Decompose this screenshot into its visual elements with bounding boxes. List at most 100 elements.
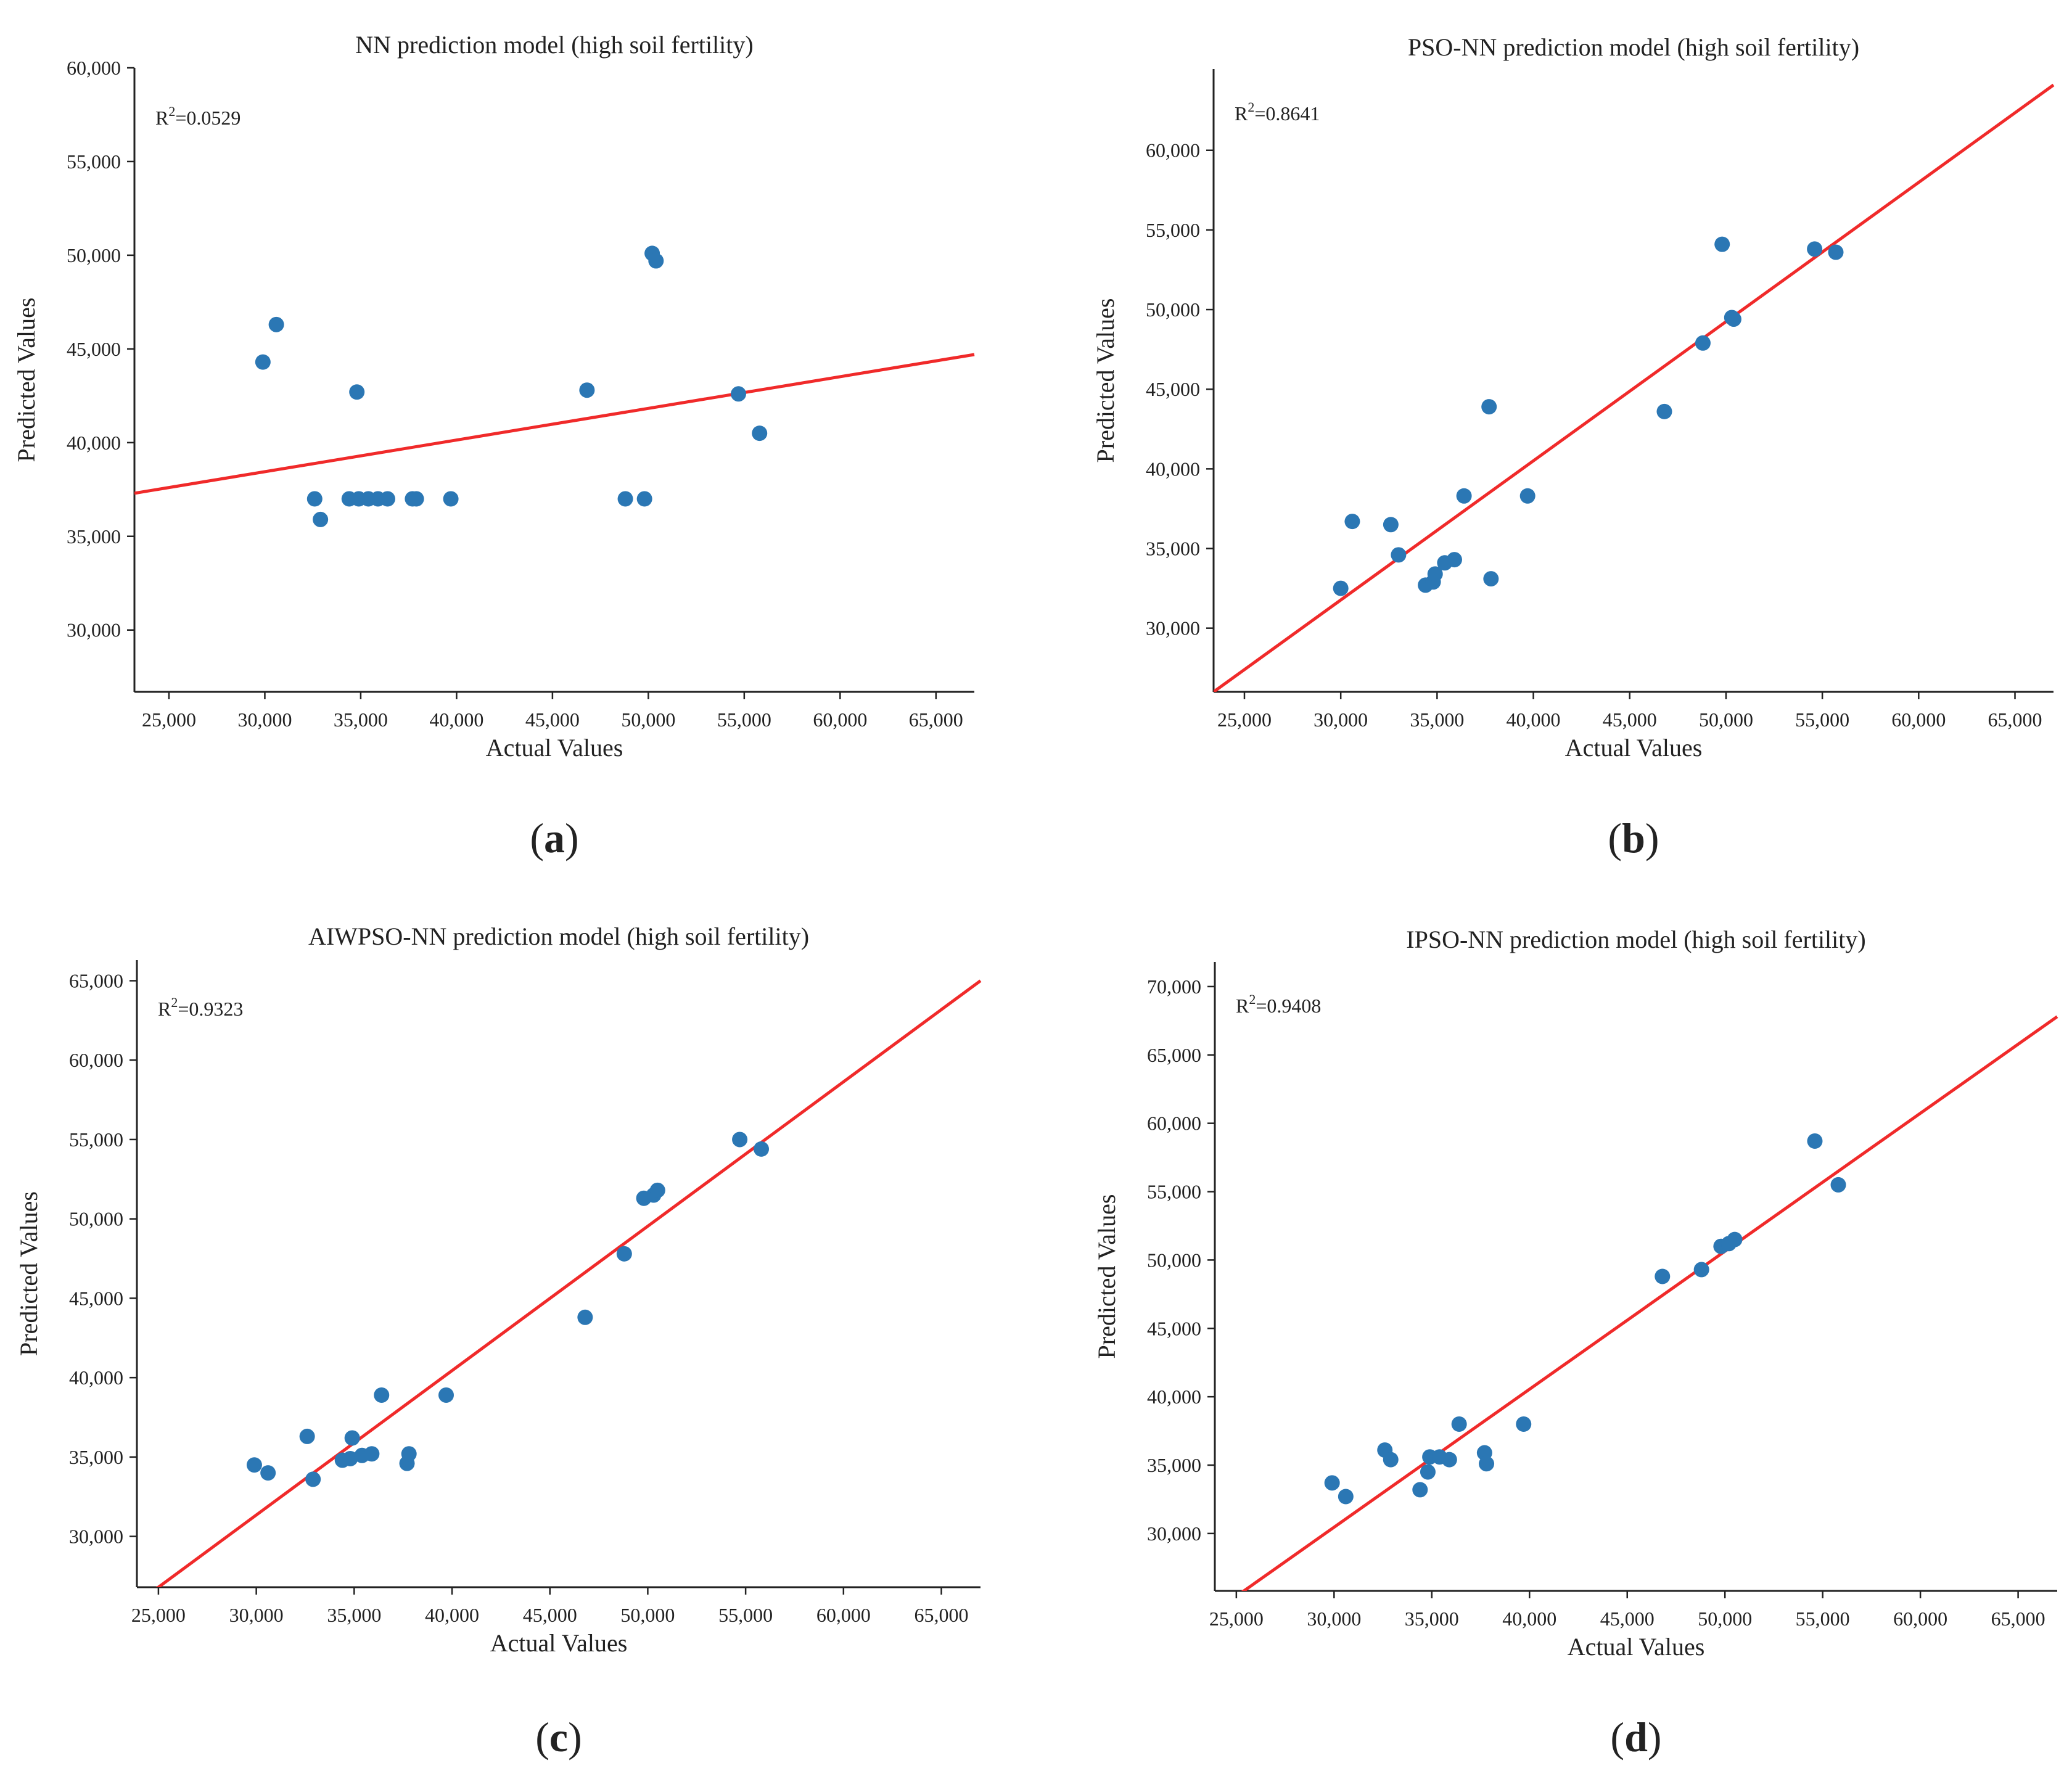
scatter-point bbox=[1481, 399, 1497, 415]
x-tick-label: 35,000 bbox=[1410, 709, 1464, 731]
scatter-point bbox=[438, 1387, 454, 1403]
scatter-point bbox=[1420, 1464, 1436, 1480]
scatter-point bbox=[1519, 488, 1536, 504]
scatter-point bbox=[1483, 571, 1499, 587]
scatter-point bbox=[255, 354, 271, 370]
scatter-point bbox=[636, 491, 652, 507]
scatter-point bbox=[313, 511, 329, 527]
scatter-point bbox=[616, 1246, 632, 1262]
y-axis-label: Predicted Values bbox=[1093, 1194, 1120, 1359]
scatter-point bbox=[306, 491, 323, 507]
scatter-point bbox=[577, 1309, 593, 1325]
y-tick-label: 30,000 bbox=[69, 1526, 123, 1548]
y-tick-label: 60,000 bbox=[67, 57, 121, 79]
x-tick-label: 50,000 bbox=[1698, 1608, 1752, 1630]
panel-label: (c) bbox=[535, 1714, 582, 1760]
y-tick-label: 35,000 bbox=[1146, 538, 1200, 560]
r-squared-annotation: R2=0.8641 bbox=[1235, 99, 1320, 125]
scatter-point bbox=[342, 1450, 358, 1466]
scatter-point bbox=[1714, 236, 1730, 252]
y-tick-label: 50,000 bbox=[67, 244, 121, 266]
y-tick-label: 60,000 bbox=[69, 1049, 123, 1071]
y-tick-label: 40,000 bbox=[69, 1366, 123, 1389]
y-tick-label: 45,000 bbox=[1146, 378, 1200, 400]
scatter-point bbox=[1807, 241, 1823, 257]
panel-label: (d) bbox=[1610, 1714, 1661, 1760]
x-axis-label: Actual Values bbox=[490, 1629, 628, 1657]
y-tick-label: 55,000 bbox=[1147, 1181, 1201, 1203]
y-tick-label: 65,000 bbox=[69, 969, 123, 992]
x-tick-label: 30,000 bbox=[1307, 1608, 1361, 1630]
panel-label: (a) bbox=[530, 815, 578, 861]
scatter-point bbox=[754, 1141, 770, 1157]
y-tick-label: 45,000 bbox=[67, 338, 121, 360]
chart-title: PSO-NN prediction model (high soil ferti… bbox=[1408, 33, 1859, 61]
y-tick-label: 45,000 bbox=[1147, 1317, 1201, 1339]
scatter-point bbox=[1456, 488, 1472, 504]
scatter-point bbox=[374, 1387, 390, 1403]
x-tick-label: 65,000 bbox=[1988, 709, 2042, 731]
y-axis-label: Predicted Values bbox=[12, 298, 40, 462]
scatter-point bbox=[579, 382, 595, 398]
scatter-point bbox=[299, 1428, 315, 1444]
scatter-point bbox=[1656, 403, 1672, 419]
y-tick-label: 55,000 bbox=[67, 150, 121, 173]
scatter-point bbox=[1391, 547, 1407, 563]
scatter-point bbox=[379, 491, 395, 507]
scatter-point bbox=[617, 491, 633, 507]
x-tick-label: 45,000 bbox=[1600, 1608, 1655, 1630]
regression-line bbox=[1241, 1015, 2058, 1591]
chart-title: IPSO-NN prediction model (high soil fert… bbox=[1406, 926, 1865, 953]
x-tick-label: 45,000 bbox=[1603, 709, 1657, 731]
scatter-point bbox=[408, 491, 424, 507]
y-axis-label: Predicted Values bbox=[15, 1191, 43, 1356]
scatter-point bbox=[260, 1465, 276, 1481]
scatter-point bbox=[305, 1471, 321, 1487]
regression-line bbox=[155, 979, 982, 1587]
regression-line bbox=[1214, 83, 2055, 692]
x-tick-label: 30,000 bbox=[229, 1604, 284, 1626]
x-tick-label: 40,000 bbox=[1502, 1608, 1556, 1630]
x-tick-label: 50,000 bbox=[620, 1604, 675, 1626]
scatter-point bbox=[1693, 1262, 1709, 1278]
x-tick-label: 45,000 bbox=[523, 1604, 577, 1626]
y-tick-label: 65,000 bbox=[1147, 1044, 1201, 1066]
x-tick-label: 25,000 bbox=[1217, 709, 1272, 731]
y-tick-label: 50,000 bbox=[1147, 1249, 1201, 1271]
scatter-point bbox=[1695, 335, 1711, 351]
scatter-point bbox=[364, 1446, 380, 1462]
scatter-point bbox=[344, 1430, 360, 1446]
x-tick-label: 60,000 bbox=[1893, 1608, 1947, 1630]
x-tick-label: 40,000 bbox=[1507, 709, 1561, 731]
x-tick-label: 60,000 bbox=[1891, 709, 1946, 731]
chart-panel-d: IPSO-NN prediction model (high soil fert… bbox=[1093, 926, 2058, 1760]
x-tick-label: 35,000 bbox=[327, 1604, 381, 1626]
scatter-point bbox=[1451, 1416, 1467, 1432]
scatter-point bbox=[246, 1457, 262, 1473]
x-tick-label: 35,000 bbox=[334, 709, 388, 731]
x-tick-label: 35,000 bbox=[1405, 1608, 1459, 1630]
r-squared-annotation: R2=0.9408 bbox=[1236, 992, 1321, 1017]
scatter-point bbox=[1338, 1489, 1354, 1505]
chart-title: AIWPSO-NN prediction model (high soil fe… bbox=[308, 922, 809, 950]
x-tick-label: 65,000 bbox=[909, 709, 963, 731]
y-tick-label: 30,000 bbox=[1147, 1522, 1201, 1545]
chart-panel-b: PSO-NN prediction model (high soil ferti… bbox=[1092, 33, 2055, 861]
y-tick-label: 55,000 bbox=[1146, 219, 1200, 241]
x-tick-label: 50,000 bbox=[621, 709, 675, 731]
x-tick-label: 40,000 bbox=[429, 709, 483, 731]
x-tick-label: 55,000 bbox=[1796, 1608, 1850, 1630]
scatter-point bbox=[268, 316, 284, 332]
chart-panel-c: AIWPSO-NN prediction model (high soil fe… bbox=[15, 922, 982, 1760]
scatter-point bbox=[648, 253, 664, 269]
scatter-point bbox=[1516, 1416, 1532, 1432]
y-axis-label: Predicted Values bbox=[1092, 298, 1119, 463]
scatter-point bbox=[731, 386, 747, 402]
y-tick-label: 35,000 bbox=[1147, 1454, 1201, 1476]
scatter-point bbox=[752, 425, 768, 442]
scatter-point bbox=[732, 1132, 748, 1148]
y-tick-label: 50,000 bbox=[69, 1208, 123, 1230]
x-tick-label: 55,000 bbox=[1795, 709, 1849, 731]
scatter-point bbox=[1446, 552, 1462, 568]
